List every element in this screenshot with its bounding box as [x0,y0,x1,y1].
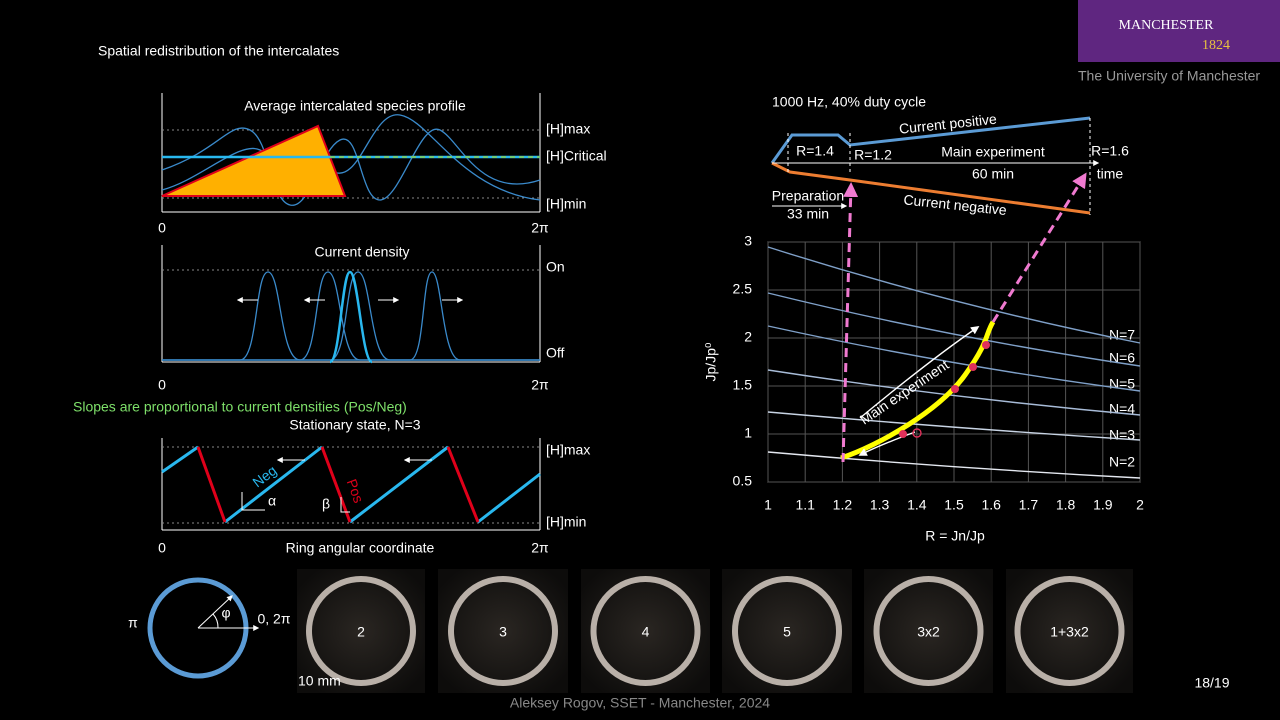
timing-label: R=1.4 [796,143,834,159]
alpha: α [268,493,276,509]
y-tick-label: 3 [744,233,752,249]
panel-title: Average intercalated species profile [244,98,466,114]
x-axis-title: R = Jn/Jp [925,528,985,544]
logo-box [1078,0,1280,62]
timing-label: R=1.6 [1091,143,1129,159]
y-tick-label: 1.5 [733,377,753,393]
scale-label: 10 mm [298,673,341,689]
level-label: [H]min [546,196,586,212]
curve-label: N=3 [1109,427,1135,443]
x-tick-label: 1.4 [907,497,927,513]
photo-label: 4 [642,624,650,640]
footer: Aleksey Rogov, SSET - Manchester, 2024 [510,695,770,711]
photo-ring [306,576,416,686]
photo [1006,569,1133,693]
timing-label: 60 min [972,166,1014,182]
x-tick-label: 1.2 [833,497,853,513]
photo-ring [448,576,558,686]
x-label: 2π [531,377,549,393]
timing-label: time [1097,166,1124,182]
x-tick-label: 1.7 [1019,497,1039,513]
level-label: Off [546,345,565,361]
neg-label: Neg [249,462,279,490]
photo-ring [732,576,842,686]
x-tick-label: 1.9 [1093,497,1113,513]
photo [297,569,425,693]
level-label: [H]min [546,514,586,530]
ring-label: 0, 2π [257,611,290,627]
x-label: 0 [158,540,166,556]
ring-label: φ [221,605,230,621]
x-tick-label: 2 [1136,497,1144,513]
photo-label: 3x2 [917,624,940,640]
page-number: 18/19 [1194,675,1229,691]
photo-label: 1+3x2 [1050,624,1089,640]
x-tick-label: 1 [764,497,772,513]
ring-diagram [147,577,260,679]
profile-panel [161,93,541,213]
x-label: Ring angular coordinate [286,540,435,556]
logo-name: MANCHESTER [1119,18,1215,33]
note: Slopes are proportional to current densi… [73,399,407,415]
photo-ring [590,576,701,686]
panel-title: Stationary state, N=3 [289,417,420,433]
panel-title: Current density [315,244,410,260]
ring-label: π [128,615,138,631]
slide-title: Spatial redistribution of the intercalat… [98,43,339,59]
curves [767,172,1141,479]
photo [581,569,710,693]
beta: β [322,496,330,512]
x-label: 2π [531,540,549,556]
x-tick-label: 1.3 [870,497,890,513]
x-label: 0 [158,220,166,236]
x-tick-label: 1.1 [795,497,815,513]
y-tick-label: 2 [744,329,752,345]
photo [438,569,568,693]
stationary-panel [161,438,541,531]
photo-ring [873,576,984,686]
timing-label: Main experiment [941,144,1045,160]
level-label: [H]max [546,121,590,137]
timing-diagram [770,116,1100,215]
timing-caption: 1000 Hz, 40% duty cycle [772,94,926,110]
photo-label: 3 [499,624,507,640]
photo [864,569,993,693]
photo-label: 2 [357,624,365,640]
y-tick-label: 2.5 [733,281,753,297]
photo-label: 5 [783,624,791,640]
pos-label: Pos [344,477,367,505]
timing-label: 33 min [787,206,829,222]
photo [722,569,852,693]
y-tick-label: 0.5 [733,473,753,489]
curve-label: N=7 [1109,327,1135,343]
logo-year: 1824 [1202,38,1230,53]
photos: 2 3 4 5 3x2 1+3x2 [297,569,1133,693]
y-tick-label: 1 [744,425,752,441]
timing-label: R=1.2 [854,147,892,163]
x-tick-label: 1.5 [944,497,964,513]
photo-ring [1014,576,1125,686]
current-panel [161,245,541,364]
y-axis-title: Jp/Jp⁰ [703,342,719,381]
level-label: [H]max [546,442,590,458]
x-tick-label: 1.8 [1056,497,1076,513]
x-label: 2π [531,220,549,236]
logo-university: The University of Manchester [1078,68,1260,84]
level-label: On [546,259,565,275]
x-tick-label: 1.6 [981,497,1001,513]
x-label: 0 [158,377,166,393]
timing-label: Preparation [772,188,844,204]
level-label: [H]Critical [546,148,607,164]
curve-label: N=2 [1109,454,1135,470]
